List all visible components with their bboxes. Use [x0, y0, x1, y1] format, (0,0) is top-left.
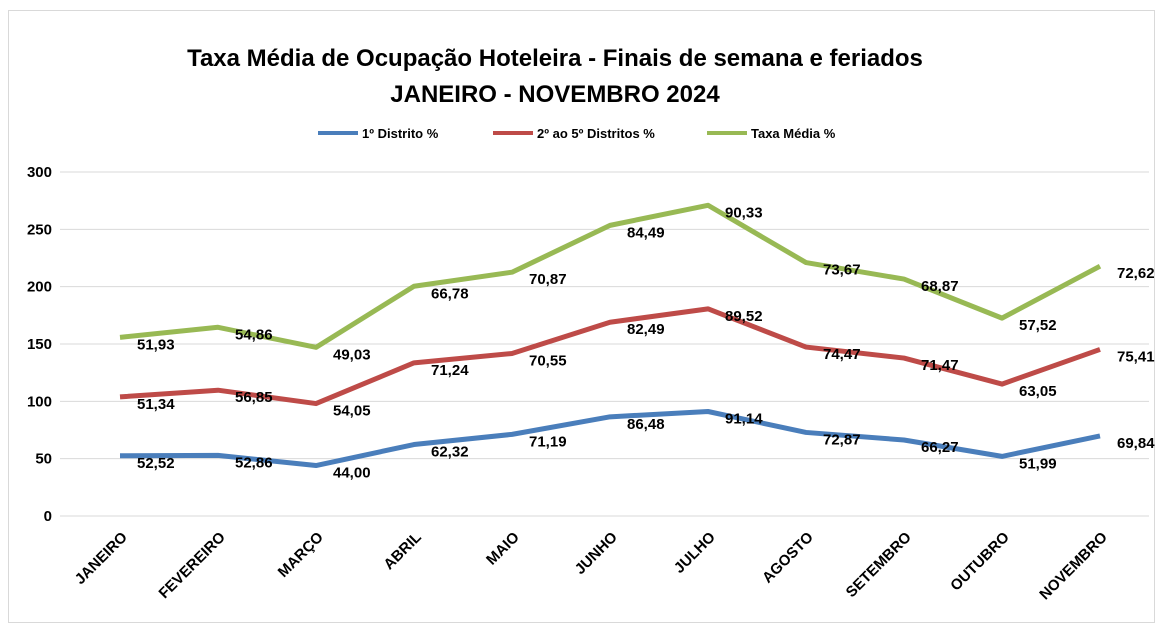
- y-tick-label: 100: [27, 393, 52, 410]
- chart-title: Taxa Média de Ocupação Hoteleira - Finai…: [187, 45, 923, 72]
- data-label: 86,48: [627, 416, 665, 433]
- data-label: 57,52: [1019, 317, 1057, 334]
- data-label: 54,86: [235, 326, 273, 343]
- data-label: 51,93: [137, 336, 175, 353]
- data-label: 82,49: [627, 321, 665, 338]
- y-tick-label: 200: [27, 279, 52, 296]
- data-label: 71,47: [921, 357, 959, 374]
- data-label: 49,03: [333, 346, 371, 363]
- data-label: 51,99: [1019, 455, 1057, 472]
- data-label: 66,78: [431, 285, 469, 302]
- y-tick-label: 250: [27, 221, 52, 238]
- data-label: 51,34: [137, 396, 175, 413]
- data-label: 66,27: [921, 439, 959, 456]
- data-label: 72,62: [1117, 265, 1155, 282]
- data-label: 70,87: [529, 271, 567, 288]
- y-tick-label: 50: [35, 451, 52, 468]
- data-label: 75,41: [1117, 348, 1155, 365]
- data-label: 90,33: [725, 204, 763, 221]
- data-label: 89,52: [725, 308, 763, 325]
- data-label: 68,87: [921, 278, 959, 295]
- data-label: 52,52: [137, 455, 175, 472]
- y-tick-label: 150: [27, 336, 52, 353]
- y-tick-label: 300: [27, 164, 52, 181]
- series-line: [119, 306, 1101, 407]
- data-label: 71,24: [431, 362, 469, 379]
- data-label: 69,84: [1117, 435, 1155, 452]
- data-label: 62,32: [431, 444, 469, 461]
- data-label: 74,47: [823, 346, 861, 363]
- legend-label: 1º Distrito %: [362, 126, 439, 141]
- data-label: 73,67: [823, 262, 861, 279]
- data-label: 56,85: [235, 389, 273, 406]
- data-label: 71,19: [529, 433, 567, 450]
- data-label: 44,00: [333, 465, 371, 482]
- data-label: 63,05: [1019, 383, 1057, 400]
- data-label: 70,55: [529, 352, 567, 369]
- chart-subtitle: JANEIRO - NOVEMBRO 2024: [390, 81, 720, 108]
- series-line: [119, 408, 1101, 469]
- data-label: 72,87: [823, 431, 861, 448]
- legend-label: Taxa Média %: [751, 126, 836, 141]
- y-tick-label: 0: [44, 508, 52, 525]
- legend-label: 2º ao 5º Distritos %: [537, 126, 655, 141]
- data-label: 84,49: [627, 224, 665, 241]
- series-line: [119, 202, 1102, 350]
- chart-border: [8, 10, 1155, 623]
- data-label: 54,05: [333, 403, 371, 420]
- data-label: 52,86: [235, 454, 273, 471]
- data-label: 91,14: [725, 410, 763, 427]
